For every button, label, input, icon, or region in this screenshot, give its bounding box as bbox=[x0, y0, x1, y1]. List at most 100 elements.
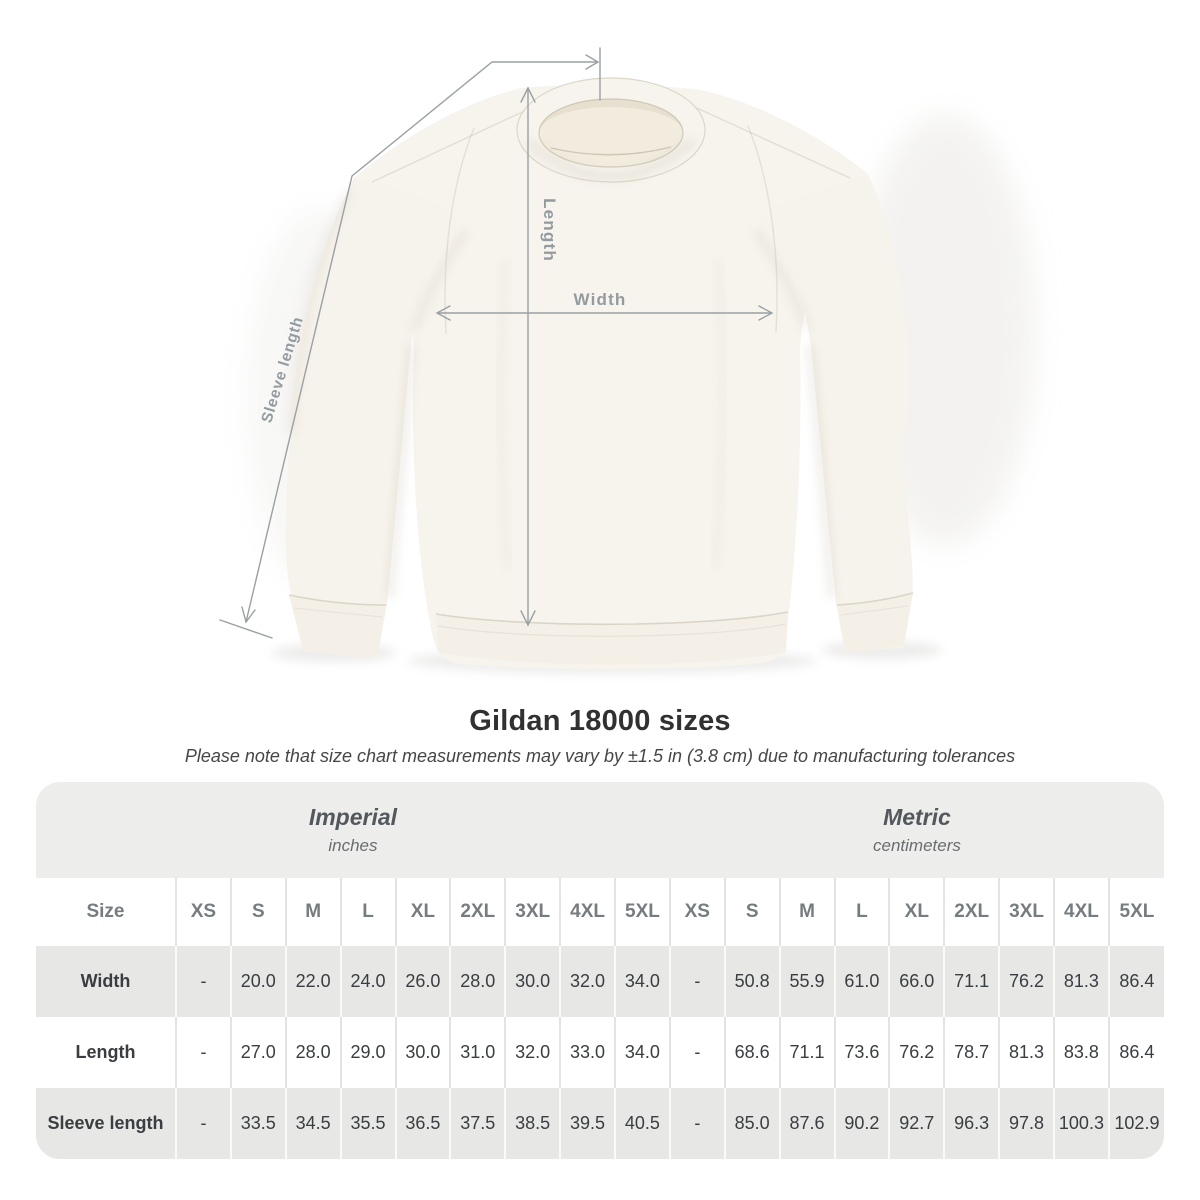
metric-group-header: Metric centimeters bbox=[670, 782, 1164, 878]
imperial-size-col-header: XS bbox=[175, 878, 231, 946]
metric-size-col-header: 3XL bbox=[998, 878, 1054, 946]
sweatshirt-body bbox=[354, 85, 868, 670]
value-cell: 78.7 bbox=[943, 1017, 1000, 1088]
row-label: Width bbox=[80, 971, 131, 991]
sweatshirt-illustration bbox=[248, 77, 1035, 674]
value-cell: 68.6 bbox=[723, 1017, 780, 1088]
product-photo: Length Width Sleeve length bbox=[219, 47, 1035, 674]
length-dimension-line bbox=[520, 86, 536, 627]
value-cell: 102.9 bbox=[1107, 1088, 1164, 1159]
value-cell: 33.5 bbox=[229, 1088, 286, 1159]
arrowhead-right-icon bbox=[585, 54, 600, 70]
sweatshirt-hem-band bbox=[436, 612, 788, 665]
value-cell: 86.4 bbox=[1107, 1017, 1164, 1088]
row-label: Length bbox=[75, 1042, 136, 1062]
value-cell: 100.3 bbox=[1053, 1088, 1109, 1159]
value-cell: 61.0 bbox=[833, 946, 890, 1017]
metric-size-col-header: XL bbox=[888, 878, 945, 946]
metric-size-col-header: M bbox=[778, 878, 835, 946]
value-cell: 35.5 bbox=[339, 1088, 396, 1159]
sleeve-length-dimension-line bbox=[219, 47, 601, 639]
arrowhead-up-icon bbox=[520, 86, 536, 103]
tolerance-note: Please note that size chart measurements… bbox=[184, 746, 1016, 766]
value-cell: - bbox=[175, 946, 231, 1017]
value-cell: 37.5 bbox=[449, 1088, 506, 1159]
width-row: Width - 20.0 22.0 24.0 26.0 28.0 30.0 32… bbox=[36, 946, 1164, 1017]
length-row: Length - 27.0 28.0 29.0 30.0 31.0 32.0 3… bbox=[36, 1017, 1164, 1088]
value-cell: 97.8 bbox=[998, 1088, 1054, 1159]
value-cell: - bbox=[668, 946, 725, 1017]
sweatshirt-left-sleeve bbox=[285, 178, 462, 657]
metric-size-col-header: XS bbox=[668, 878, 725, 946]
arrowhead-down-icon bbox=[241, 606, 256, 624]
value-cell: 34.0 bbox=[614, 946, 670, 1017]
value-cell: 30.0 bbox=[394, 1017, 451, 1088]
value-cell: 36.5 bbox=[394, 1088, 451, 1159]
imperial-size-col-header: S bbox=[229, 878, 286, 946]
sweatshirt-left-cuff bbox=[289, 595, 386, 657]
unit-band-row: Imperial inches Metric centimeters bbox=[36, 782, 1164, 878]
arrowhead-right-icon bbox=[758, 305, 774, 321]
length-dimension-label: Length bbox=[540, 198, 559, 262]
value-cell: 32.0 bbox=[559, 946, 615, 1017]
value-cell: 87.6 bbox=[778, 1088, 835, 1159]
size-chart-card: Imperial inches Metric centimeters Size … bbox=[36, 782, 1164, 1159]
value-cell: 92.7 bbox=[888, 1088, 945, 1159]
row-label: Sleeve length bbox=[47, 1113, 164, 1133]
arrowhead-down-icon bbox=[520, 610, 536, 627]
value-cell: - bbox=[668, 1017, 725, 1088]
width-dimension-label: Width bbox=[573, 290, 626, 309]
metric-size-col-header: L bbox=[833, 878, 890, 946]
value-cell: 30.0 bbox=[504, 946, 561, 1017]
metric-sublabel: centimeters bbox=[873, 836, 961, 855]
imperial-size-col-header: L bbox=[339, 878, 396, 946]
value-cell: 66.0 bbox=[888, 946, 945, 1017]
size-corner-header: Size bbox=[86, 901, 125, 922]
value-cell: 76.2 bbox=[888, 1017, 945, 1088]
value-cell: 90.2 bbox=[833, 1088, 890, 1159]
metric-label: Metric bbox=[883, 804, 951, 830]
sweatshirt-right-cuff bbox=[837, 593, 913, 653]
value-cell: 34.5 bbox=[284, 1088, 341, 1159]
value-cell: 39.5 bbox=[559, 1088, 615, 1159]
value-cell: 96.3 bbox=[943, 1088, 1000, 1159]
value-cell: 83.8 bbox=[1053, 1017, 1109, 1088]
imperial-size-col-header: XL bbox=[394, 878, 451, 946]
size-table: Imperial inches Metric centimeters Size … bbox=[36, 782, 1164, 1159]
arrowhead-left-icon bbox=[435, 305, 451, 321]
value-cell: 71.1 bbox=[778, 1017, 835, 1088]
value-cell: 55.9 bbox=[778, 946, 835, 1017]
imperial-size-col-header: 4XL bbox=[559, 878, 615, 946]
imperial-sublabel: inches bbox=[328, 836, 378, 855]
imperial-group-header: Imperial inches bbox=[36, 782, 670, 878]
imperial-label: Imperial bbox=[308, 804, 398, 830]
value-cell: 86.4 bbox=[1107, 946, 1164, 1017]
value-cell: - bbox=[175, 1088, 231, 1159]
imperial-size-col-header: 2XL bbox=[449, 878, 506, 946]
imperial-size-col-header: M bbox=[284, 878, 341, 946]
value-cell: 73.6 bbox=[833, 1017, 890, 1088]
metric-size-col-header: 4XL bbox=[1053, 878, 1109, 946]
sleeve-length-row: Sleeve length - 33.5 34.5 35.5 36.5 37.5… bbox=[36, 1088, 1164, 1159]
value-cell: 27.0 bbox=[229, 1017, 286, 1088]
value-cell: 28.0 bbox=[284, 1017, 341, 1088]
value-cell: 50.8 bbox=[723, 946, 780, 1017]
value-cell: 32.0 bbox=[504, 1017, 561, 1088]
value-cell: 31.0 bbox=[449, 1017, 506, 1088]
value-cell: 20.0 bbox=[229, 946, 286, 1017]
size-header-row: Size XS S M L XL 2XL 3XL 4XL 5XL XS S M … bbox=[36, 878, 1164, 946]
value-cell: 26.0 bbox=[394, 946, 451, 1017]
value-cell: 29.0 bbox=[339, 1017, 396, 1088]
value-cell: 28.0 bbox=[449, 946, 506, 1017]
sweatshirt-collar bbox=[538, 98, 684, 168]
width-dimension-line bbox=[435, 305, 774, 321]
metric-size-col-header: 5XL bbox=[1107, 878, 1164, 946]
value-cell: 22.0 bbox=[284, 946, 341, 1017]
value-cell: 40.5 bbox=[614, 1088, 670, 1159]
value-cell: 33.0 bbox=[559, 1017, 615, 1088]
value-cell: 34.0 bbox=[614, 1017, 670, 1088]
page-title: Gildan 18000 sizes bbox=[469, 705, 731, 737]
value-cell: 76.2 bbox=[998, 946, 1054, 1017]
metric-size-col-header: S bbox=[723, 878, 780, 946]
